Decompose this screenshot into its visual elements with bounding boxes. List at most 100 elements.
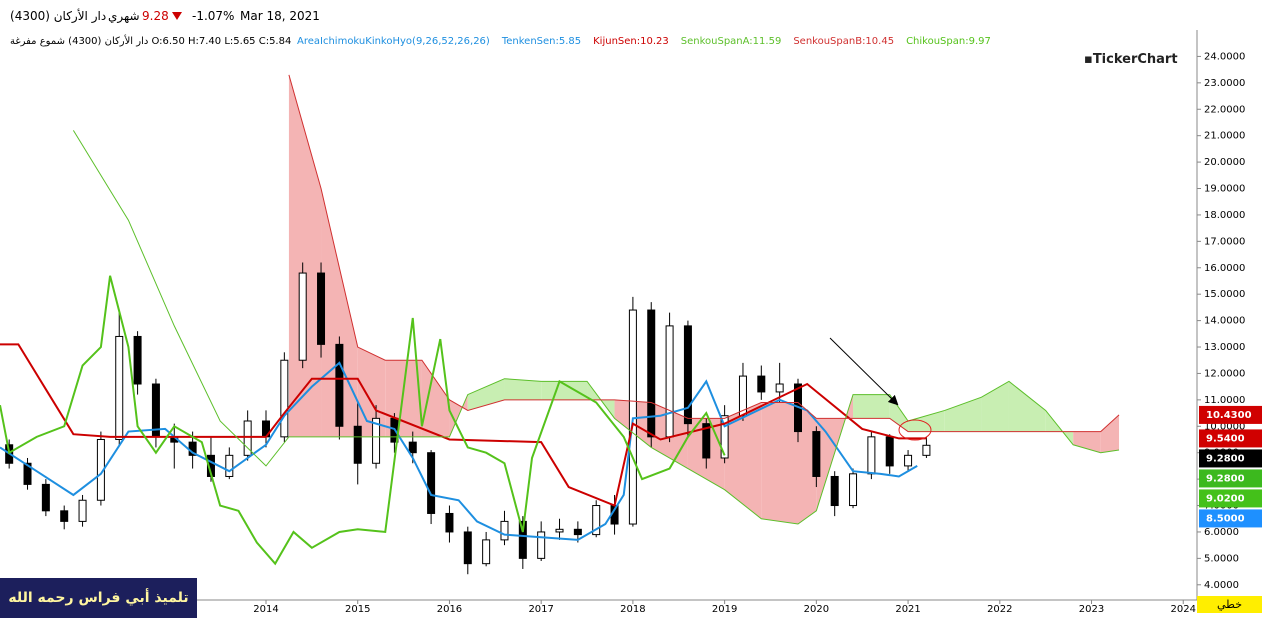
candle-body (41, 483, 50, 512)
y-tick-label: 15.0000 (1204, 289, 1245, 300)
y-tick-label: 19.0000 (1204, 184, 1245, 195)
candle-body (592, 505, 601, 536)
cloud (541, 381, 588, 400)
candle-body (885, 436, 894, 467)
y-tick-label: 4.0000 (1204, 580, 1239, 591)
logo: ▪TickerChart (1084, 52, 1178, 67)
price-tag-label: 9.2800 (1206, 453, 1245, 464)
candle-body (537, 531, 546, 559)
x-tick-label: 2015 (345, 604, 370, 615)
date: Mar 18, 2021 (240, 9, 320, 23)
period[interactable]: شهري (108, 9, 140, 23)
cloud (761, 402, 798, 525)
y-tick-label: 17.0000 (1204, 236, 1245, 247)
y-tick-label: 13.0000 (1204, 342, 1245, 353)
cloud (908, 410, 945, 432)
y-tick-label: 10.0000 (1204, 421, 1245, 432)
candle-body (78, 499, 87, 522)
candle-body (867, 436, 876, 475)
indicator-name: AreaIchimokuKinkoHyo(9,26,52,26,26) (297, 36, 490, 47)
candle-body (830, 475, 839, 507)
candle-body (280, 359, 289, 438)
logo-text: TickerChart (1092, 52, 1178, 67)
candle-body (573, 528, 582, 536)
x-tick-label: 2018 (620, 604, 645, 615)
candle-body (555, 528, 564, 533)
cloud (321, 188, 358, 437)
y-tick-label: 11.0000 (1204, 395, 1245, 406)
y-tick-label: 14.0000 (1204, 316, 1245, 327)
legend-entry: TenkenSen:5.85 (501, 36, 582, 47)
cloud (1008, 381, 1046, 432)
price-tag (1199, 429, 1262, 448)
series-line (288, 74, 1120, 433)
candle-body (23, 462, 32, 485)
price-tag-label: 8.5000 (1206, 513, 1245, 524)
candle-body (445, 512, 454, 533)
price-tag (1199, 405, 1262, 424)
candle-body (335, 343, 344, 427)
price-tag (1199, 509, 1262, 528)
banner: تلميذ أبي فراس رحمه الله (0, 578, 197, 618)
series-line (0, 343, 927, 507)
price: 9.28 (142, 9, 169, 23)
candle-body (757, 375, 766, 393)
candle-body (60, 510, 69, 522)
y-tick-label: 5.0000 (1204, 553, 1239, 564)
series-line (0, 275, 726, 566)
cloud (288, 74, 322, 437)
candle-body (298, 272, 307, 361)
legend-entry: ChikouSpan:9.97 (906, 36, 991, 47)
y-tick-label: 6.0000 (1204, 527, 1239, 538)
price-tag-label: 9.2800 (1206, 473, 1245, 484)
price-tag (1199, 469, 1262, 488)
y-tick-label: 12.0000 (1204, 368, 1245, 379)
y-tick-label: 16.0000 (1204, 263, 1245, 274)
candle-body (463, 531, 472, 565)
mode-button[interactable]: خطي (1197, 596, 1262, 613)
cloud (357, 347, 386, 437)
candle-body (243, 420, 252, 456)
x-tick-label: 2017 (528, 604, 553, 615)
x-tick-label: 2020 (804, 604, 829, 615)
annotation-circle (898, 419, 932, 441)
cloud (853, 394, 890, 419)
cloud (467, 378, 505, 411)
cloud (1100, 414, 1120, 453)
x-tick-label: 2024 (1171, 604, 1196, 615)
change: -1.07% (192, 9, 235, 23)
candle-body (408, 441, 417, 454)
candle-body (812, 431, 821, 477)
cloud (724, 402, 762, 519)
y-tick-label: 20.0000 (1204, 157, 1245, 168)
y-tick-label: 23.0000 (1204, 78, 1245, 89)
symbol: دار الأركان (4300) (10, 9, 107, 23)
legend-entry: KijunSen:10.23 (593, 36, 669, 47)
info-line: دار الأركان (4300) شموع مفرغة O:6.50 H:7… (10, 36, 292, 47)
series-line (0, 361, 918, 541)
price-tag-label: 10.4300 (1206, 410, 1252, 421)
price-tag-label: 9.0200 (1206, 493, 1245, 504)
candle-body (683, 325, 692, 425)
y-tick-label: 24.0000 (1204, 51, 1245, 62)
cloud (421, 360, 450, 437)
down-arrow (172, 12, 182, 20)
price-tag (1199, 449, 1262, 468)
y-tick-label: 21.0000 (1204, 131, 1245, 142)
cloud (944, 397, 982, 432)
candle-body (775, 383, 784, 393)
candle-body (317, 272, 326, 345)
series-line (72, 130, 1120, 525)
legend-entry: SenkouSpanA:11.59 (680, 36, 782, 47)
cloud (798, 402, 817, 525)
price-tag (1199, 489, 1262, 508)
candle-body (628, 309, 637, 525)
cloud (981, 381, 1009, 432)
candle-body (115, 335, 124, 440)
candle-body (225, 454, 234, 477)
y-tick-label: 18.0000 (1204, 210, 1245, 221)
y-tick-label: 22.0000 (1204, 104, 1245, 115)
candle-body (482, 539, 491, 565)
